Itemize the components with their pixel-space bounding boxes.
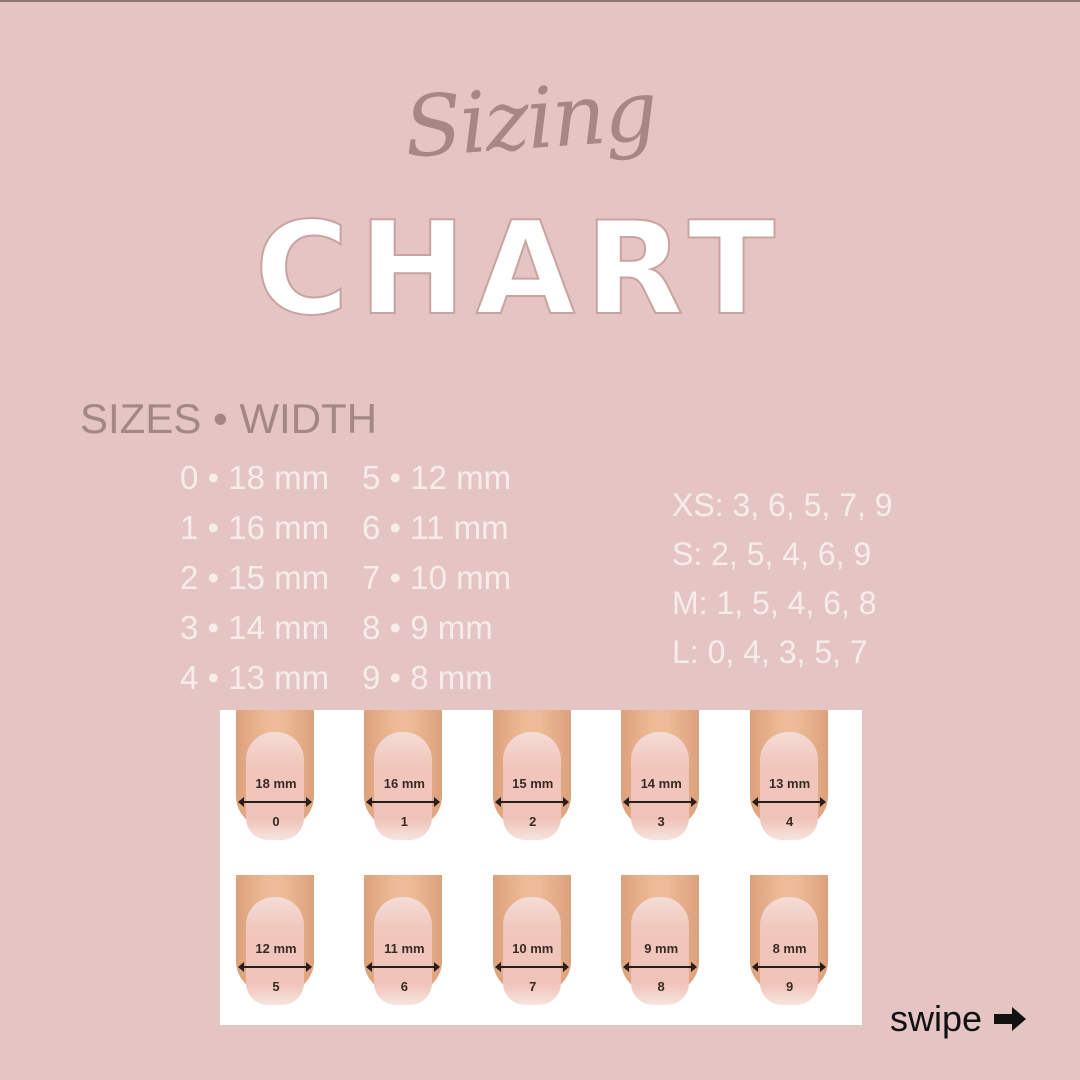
nail-item: 13 mm 4 bbox=[734, 710, 862, 860]
size-item: 1 • 16 mm bbox=[180, 509, 330, 546]
size-item: 7 • 10 mm bbox=[362, 559, 512, 596]
nail-illustration bbox=[374, 732, 433, 840]
nail-illustration bbox=[759, 732, 818, 840]
width-arrow-icon bbox=[366, 797, 441, 807]
swipe-label: swipe bbox=[890, 998, 983, 1039]
nail-diagram: 18 mm 0 16 mm 1 15 mm 2 14 mm 3 13 mm 4 12 mm 5 11 m… bbox=[220, 710, 862, 1025]
nail-width: 9 mm bbox=[644, 941, 679, 956]
nail-item: 8 mm 9 bbox=[734, 875, 862, 1025]
nail-width: 18 mm bbox=[255, 776, 297, 791]
nail-item: 11 mm 6 bbox=[348, 875, 476, 1025]
nail-size-number: 5 bbox=[272, 979, 280, 994]
nail-illustration bbox=[631, 897, 690, 1005]
size-item: 0 • 18 mm bbox=[180, 459, 330, 496]
nail-size-number: 6 bbox=[400, 979, 408, 994]
swipe-hint[interactable]: swipe bbox=[890, 998, 1028, 1040]
width-arrow-icon bbox=[751, 962, 826, 972]
nail-illustration bbox=[502, 897, 561, 1005]
nail-illustration bbox=[374, 897, 433, 1005]
size-item: 6 • 11 mm bbox=[362, 509, 509, 546]
nail-size-number: 4 bbox=[785, 814, 794, 829]
title-main: CHART bbox=[254, 194, 786, 345]
nail-size-number: 7 bbox=[529, 979, 537, 994]
title-script: Sizing bbox=[401, 61, 659, 177]
nail-size-number: 1 bbox=[400, 814, 408, 829]
size-item: 3 • 14 mm bbox=[180, 609, 330, 646]
nail-width: 13 mm bbox=[768, 776, 811, 791]
size-item: 5 • 12 mm bbox=[362, 459, 512, 496]
nail-item: 18 mm 0 bbox=[220, 710, 348, 860]
nail-item: 9 mm 8 bbox=[605, 875, 733, 1025]
nail-row: 12 mm 5 11 mm 6 10 mm 7 9 mm 8 8 mm 9 bbox=[220, 875, 862, 1025]
sizes-heading: SIZES • WIDTH bbox=[80, 395, 378, 442]
nail-size-number: 0 bbox=[272, 814, 280, 829]
nail-size-number: 8 bbox=[657, 979, 665, 994]
nail-width: 15 mm bbox=[512, 776, 554, 791]
size-item: 2 • 15 mm bbox=[180, 559, 330, 596]
width-arrow-icon bbox=[751, 797, 826, 807]
nail-illustration bbox=[759, 897, 818, 1005]
nail-illustration bbox=[502, 732, 561, 840]
size-set: S: 2, 5, 4, 6, 9 bbox=[672, 536, 872, 572]
sizes-grid: 0 • 18 mm 5 • 12 mm 1 • 16 mm 6 • 11 mm 2 • … bbox=[180, 460, 542, 695]
width-arrow-icon bbox=[494, 962, 569, 972]
arrow-right-icon bbox=[994, 1007, 1027, 1031]
nail-width: 16 mm bbox=[383, 776, 425, 791]
nail-size-number: 2 bbox=[529, 814, 537, 829]
size-item: 9 • 8 mm bbox=[362, 659, 493, 696]
width-arrow-icon bbox=[366, 962, 441, 972]
nail-illustration bbox=[246, 732, 304, 840]
size-set: L: 0, 4, 3, 5, 7 bbox=[672, 634, 868, 670]
size-item: 8 • 9 mm bbox=[362, 609, 493, 646]
nail-width: 14 mm bbox=[640, 776, 682, 791]
nail-size-number: 9 bbox=[785, 979, 794, 994]
top-border bbox=[0, 0, 1080, 2]
size-set: XS: 3, 6, 5, 7, 9 bbox=[672, 487, 893, 523]
nail-width: 10 mm bbox=[512, 941, 554, 956]
nail-item: 16 mm 1 bbox=[348, 710, 476, 860]
nail-illustration bbox=[631, 732, 690, 840]
width-arrow-icon bbox=[238, 962, 312, 972]
width-arrow-icon bbox=[494, 797, 569, 807]
width-arrow-icon bbox=[623, 962, 698, 972]
nail-item: 10 mm 7 bbox=[477, 875, 605, 1025]
size-sets: XS: 3, 6, 5, 7, 9 S: 2, 5, 4, 6, 9 M: 1, 5… bbox=[672, 485, 893, 681]
nail-size-number: 3 bbox=[657, 814, 665, 829]
nail-item: 15 mm 2 bbox=[477, 710, 605, 860]
nail-width: 12 mm bbox=[255, 941, 297, 956]
nail-width: 11 mm bbox=[384, 941, 425, 956]
width-arrow-icon bbox=[623, 797, 698, 807]
nail-item: 14 mm 3 bbox=[605, 710, 733, 860]
size-item: 4 • 13 mm bbox=[180, 659, 330, 696]
nail-item: 12 mm 5 bbox=[220, 875, 348, 1025]
nail-illustration bbox=[246, 897, 304, 1005]
nail-row: 18 mm 0 16 mm 1 15 mm 2 14 mm 3 13 mm 4 bbox=[220, 710, 862, 860]
width-arrow-icon bbox=[238, 797, 312, 807]
size-set: M: 1, 5, 4, 6, 8 bbox=[672, 585, 877, 621]
nail-width: 8 mm bbox=[772, 941, 807, 956]
